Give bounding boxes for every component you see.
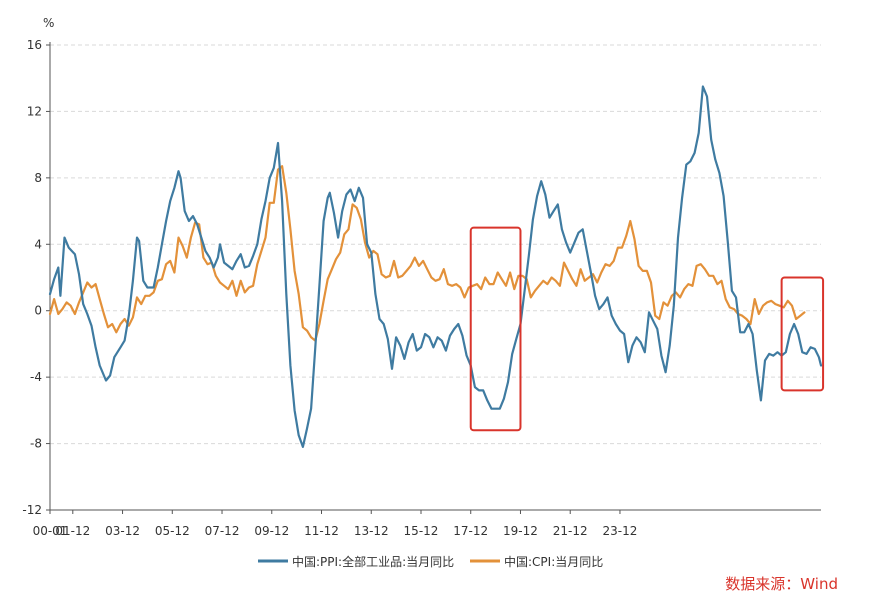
legend: 中国:PPI:全部工业品:当月同比 中国:CPI:当月同比 bbox=[258, 554, 603, 569]
x-tick-label: 01-12 bbox=[55, 524, 90, 538]
highlight-box bbox=[469, 226, 522, 432]
x-tick-label: 23-12 bbox=[603, 524, 638, 538]
x-tick-label: 00-01 bbox=[33, 524, 68, 538]
ppi-series-line bbox=[48, 85, 823, 448]
x-tick-label: 13-12 bbox=[354, 524, 389, 538]
y-unit-label: % bbox=[43, 16, 54, 30]
x-tick-label: 21-12 bbox=[553, 524, 588, 538]
gridlines bbox=[50, 44, 821, 445]
highlight-boxes bbox=[469, 226, 825, 432]
highlight-box bbox=[780, 276, 825, 392]
x-tick-label: 03-12 bbox=[105, 524, 140, 538]
series-lines bbox=[48, 85, 823, 448]
y-tick-label: 16 bbox=[27, 38, 42, 52]
cpi-series-line bbox=[48, 165, 806, 342]
x-tick-label: 11-12 bbox=[304, 524, 339, 538]
y-tick-label: 8 bbox=[34, 171, 42, 185]
y-tick-label: 12 bbox=[27, 104, 42, 118]
x-tick-label: 09-12 bbox=[254, 524, 289, 538]
source-note: 数据来源：Wind bbox=[725, 575, 838, 593]
x-tick-label: 05-12 bbox=[155, 524, 190, 538]
legend-label-ppi: 中国:PPI:全部工业品:当月同比 bbox=[292, 554, 454, 569]
y-tick-labels: 16 12 8 4 0 -4 -8 -12 bbox=[22, 38, 50, 517]
x-tick-label: 07-12 bbox=[205, 524, 240, 538]
axes: % bbox=[43, 16, 821, 511]
x-tick-label: 19-12 bbox=[503, 524, 538, 538]
y-tick-label: -12 bbox=[22, 503, 42, 517]
legend-label-cpi: 中国:CPI:当月同比 bbox=[504, 554, 603, 569]
y-tick-label: 4 bbox=[34, 237, 42, 251]
y-tick-label: 0 bbox=[34, 304, 42, 318]
y-tick-label: -8 bbox=[30, 437, 42, 451]
x-tick-label: 17-12 bbox=[453, 524, 488, 538]
y-tick-label: -4 bbox=[30, 370, 42, 384]
x-tick-label: 15-12 bbox=[404, 524, 439, 538]
